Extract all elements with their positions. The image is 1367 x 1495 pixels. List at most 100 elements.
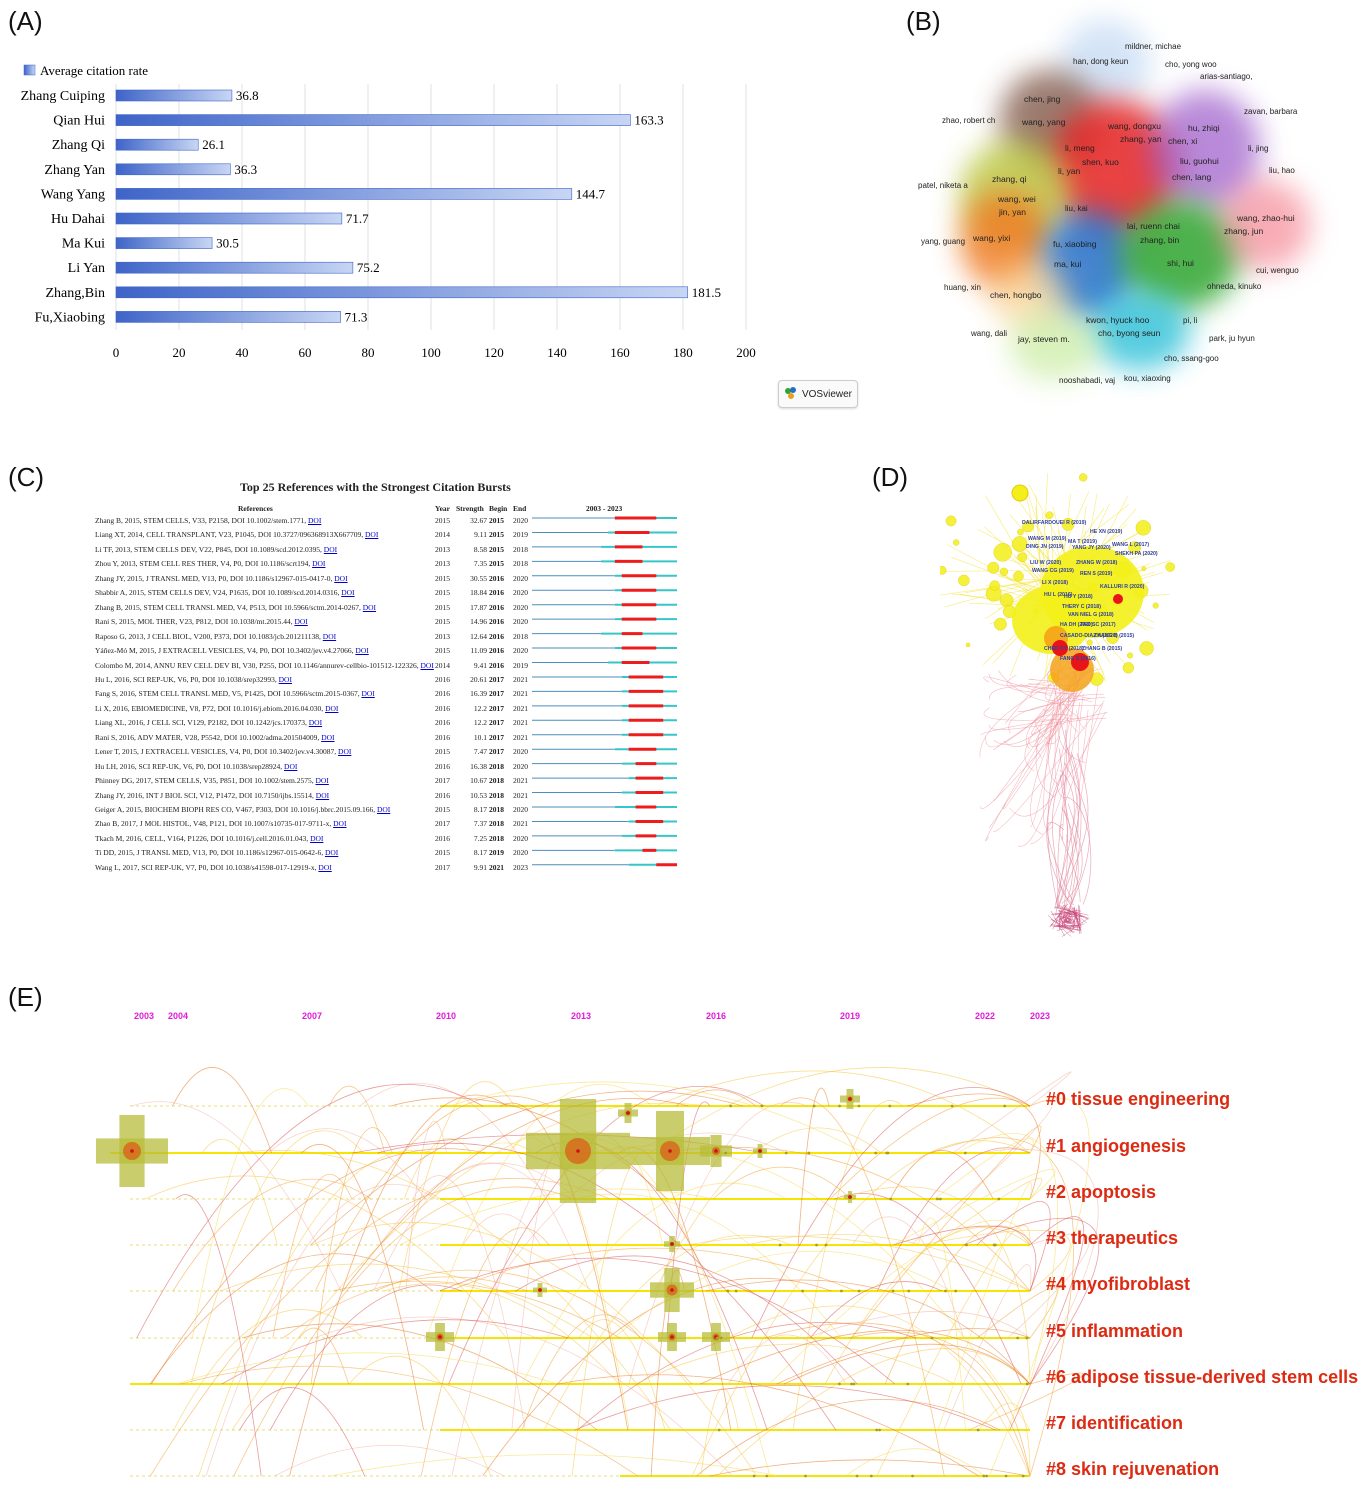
citation-node [963,1151,967,1155]
co-citation-link [921,1229,1071,1292]
legend-swatch [23,64,36,76]
citation-node [670,1288,674,1292]
co-citation-link [889,1150,994,1200]
reference-year: 2015 [435,573,450,583]
vosviewer-badge[interactable]: VOSviewer [778,380,858,408]
citation-node [734,1289,738,1293]
co-citation-link [957,1133,1059,1385]
doi-link[interactable]: DOI [325,703,339,713]
author-node-label: mildner, michae [1125,42,1182,51]
reference-year: 2013 [435,631,450,641]
doi-link[interactable]: DOI [333,819,347,829]
category-label: Fu,Xiaobing [35,310,105,325]
reference-citation: Rani S, 2016, ADV MATER, V28, P5542, DOI… [95,732,322,742]
category-label: Hu Dahai [51,212,105,227]
citation-node [888,1104,892,1108]
co-citation-link [348,1356,492,1477]
cluster-label: #7 identification [1046,1413,1184,1433]
citation-node [850,1382,853,1386]
citation-node [993,1243,997,1247]
doi-link[interactable]: DOI [310,833,324,843]
reference-citation: Colombo M, 2014, ANNU REV CELL DEV BI, V… [95,660,421,670]
reference-text: Ti DD, 2015, J TRANSL MED, V13, P0, DOI … [95,848,338,857]
co-citation-link [686,1235,1031,1292]
co-citation-link [764,1322,1031,1477]
cluster-label: #2 apoptosis [1046,1182,1157,1202]
citation-node [985,1474,988,1478]
bar-value-label: 30.5 [216,236,239,251]
bar-value-label: 26.1 [202,137,225,152]
doi-link[interactable]: DOI [324,848,339,858]
doi-link[interactable]: DOI [376,805,391,814]
node-label: HU Y (2018) [1064,594,1093,600]
author-node-label: liu, hao [1269,166,1295,175]
reference-text: Geiger A, 2015, BIOCHEM BIOPH RES CO, V4… [95,805,390,814]
doi-link[interactable]: DOI [308,516,322,525]
burst-strength: 10.53 [470,790,487,800]
cluster-label: #8 skin rejuvenation [1046,1459,1220,1479]
bar [115,237,213,249]
doi-link[interactable]: DOI [323,544,338,554]
citation-node [765,1474,769,1478]
link [1054,926,1082,928]
link [1061,921,1073,925]
doi-link[interactable]: DOI [361,689,375,699]
reference-citation: Zhang JY, 2016, INT J BIOL SCI, V12, P14… [95,790,316,800]
reference-text: Zhang JY, 2016, INT J BIOL SCI, V12, P14… [95,791,329,800]
reference-year: 2013 [435,559,450,569]
author-node-label: wang, yang [1022,117,1066,127]
link [998,670,1101,706]
link [1006,674,1078,694]
link [1030,663,1088,835]
reference-year: 2014 [435,530,450,540]
doi-link[interactable]: DOI [334,573,348,583]
panel-label-a: (A) [8,6,43,36]
doi-link[interactable]: DOI [321,732,335,742]
reference-year: 2016 [435,732,450,742]
author-node-label: kwon, hyuck hoo [1086,315,1150,325]
doi-link[interactable]: DOI [278,674,292,684]
bar [115,311,341,323]
doi-link[interactable]: DOI [294,617,308,627]
co-citation-link [852,1216,965,1339]
reference-year: 2016 [435,790,450,800]
citation-node [999,567,1009,576]
citation-node [1071,653,1089,671]
doi-link[interactable]: DOI [365,530,379,540]
reference-year: 2013 [435,544,450,554]
link [1019,684,1091,700]
doi-link[interactable]: DOI [312,559,326,569]
reference-citation: Rani S, 2015, MOL THER, V23, P812, DOI 1… [95,617,295,627]
doi-link[interactable]: DOI [341,588,355,598]
author-node-label: cho, yong woo [1165,60,1217,69]
year-tick-label: 2007 [302,1011,323,1021]
doi-link[interactable]: DOI [362,602,377,612]
burst-end: 2020 [513,617,528,627]
panel-label-d: (D) [872,462,909,492]
doi-link[interactable]: DOI [315,776,329,786]
co-citation-link [482,1277,832,1477]
doi-link[interactable]: DOI [355,646,369,656]
co-citation-link [301,1144,424,1431]
link [1051,919,1075,933]
reference-citation: Tkach M, 2016, CELL, V164, P1226, DOI 10… [95,833,311,843]
author-node-label: kou, xiaoxing [1124,374,1171,383]
burst-begin: 2017 [489,703,504,713]
reference-citation: Ti DD, 2015, J TRANSL MED, V13, P0, DOI … [95,848,325,858]
citation-node [760,1104,764,1108]
bar-value-label: 144.7 [576,186,606,201]
doi-link[interactable]: DOI [315,790,330,800]
burst-strength: 8.58 [473,544,487,554]
doi-link[interactable]: DOI [322,631,337,641]
doi-link[interactable]: DOI [420,660,434,670]
citation-node [1017,528,1024,536]
link [989,712,1108,730]
reference-text: Rani S, 2016, ADV MATER, V28, P5542, DOI… [95,733,335,742]
co-citation-link [274,1444,505,1477]
reference-text: Colombo M, 2014, ANNU REV CELL DEV BI, V… [95,661,434,670]
doi-link[interactable]: DOI [308,718,323,728]
citation-node [668,1149,672,1153]
doi-link[interactable]: DOI [338,747,352,757]
doi-link[interactable]: DOI [318,862,332,872]
doi-link[interactable]: DOI [284,761,298,771]
